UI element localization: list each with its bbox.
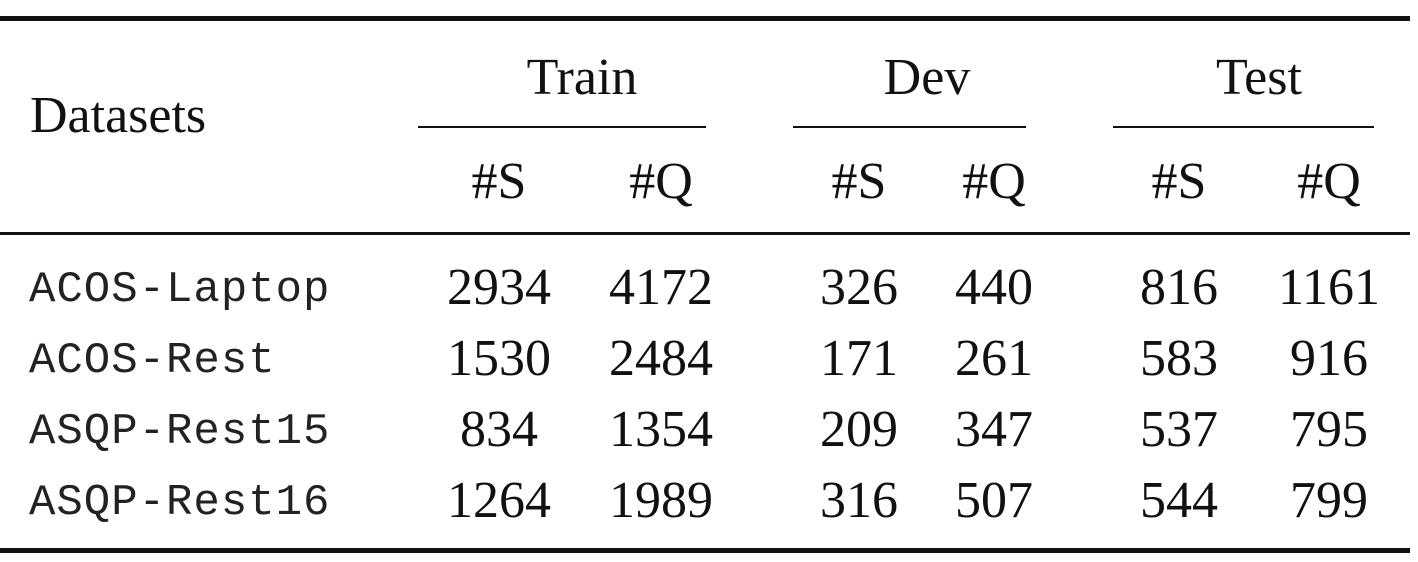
test-header-rule — [1113, 126, 1374, 128]
table-cell: 347 — [955, 401, 1033, 458]
test-group-header: Test — [1216, 49, 1302, 106]
dev-s-header: #S — [831, 153, 887, 210]
table-cell: 537 — [1140, 401, 1218, 458]
table-cell: 4172 — [609, 259, 713, 316]
table-cell: 261 — [955, 330, 1033, 387]
table-cell: 795 — [1290, 401, 1368, 458]
datasets-header: Datasets — [30, 87, 207, 144]
dev-q-header: #Q — [962, 153, 1026, 210]
table-top-rule — [0, 16, 1410, 21]
dataset-name: ACOS-Laptop — [29, 265, 331, 315]
table-cell: 799 — [1290, 472, 1368, 529]
table-header-rule — [0, 232, 1410, 235]
table-cell: 171 — [820, 330, 898, 387]
table-cell: 1354 — [609, 401, 713, 458]
dataset-name: ACOS-Rest — [29, 336, 276, 386]
table-cell: 544 — [1140, 472, 1218, 529]
test-q-header: #Q — [1297, 153, 1361, 210]
table-cell: 326 — [820, 259, 898, 316]
table-cell: 316 — [820, 472, 898, 529]
test-s-header: #S — [1151, 153, 1207, 210]
table-cell: 1264 — [447, 472, 551, 529]
table-cell: 507 — [955, 472, 1033, 529]
table-cell: 583 — [1140, 330, 1218, 387]
dev-header-rule — [793, 126, 1026, 128]
table-cell: 1989 — [609, 472, 713, 529]
table-cell: 2484 — [609, 330, 713, 387]
table-cell: 916 — [1290, 330, 1368, 387]
train-q-header: #Q — [629, 153, 693, 210]
table-bottom-rule — [0, 548, 1410, 553]
dev-group-header: Dev — [883, 49, 971, 106]
table-cell: 834 — [460, 401, 538, 458]
train-header-rule — [418, 126, 706, 128]
table-cell: 1161 — [1277, 259, 1381, 316]
table-cell: 816 — [1140, 259, 1218, 316]
table-cell: 1530 — [447, 330, 551, 387]
dataset-name: ASQP-Rest15 — [29, 407, 331, 457]
dataset-name: ASQP-Rest16 — [29, 478, 331, 528]
table-cell: 209 — [820, 401, 898, 458]
train-s-header: #S — [471, 153, 527, 210]
train-group-header: Train — [526, 49, 638, 106]
table-cell: 440 — [955, 259, 1033, 316]
table-cell: 2934 — [447, 259, 551, 316]
